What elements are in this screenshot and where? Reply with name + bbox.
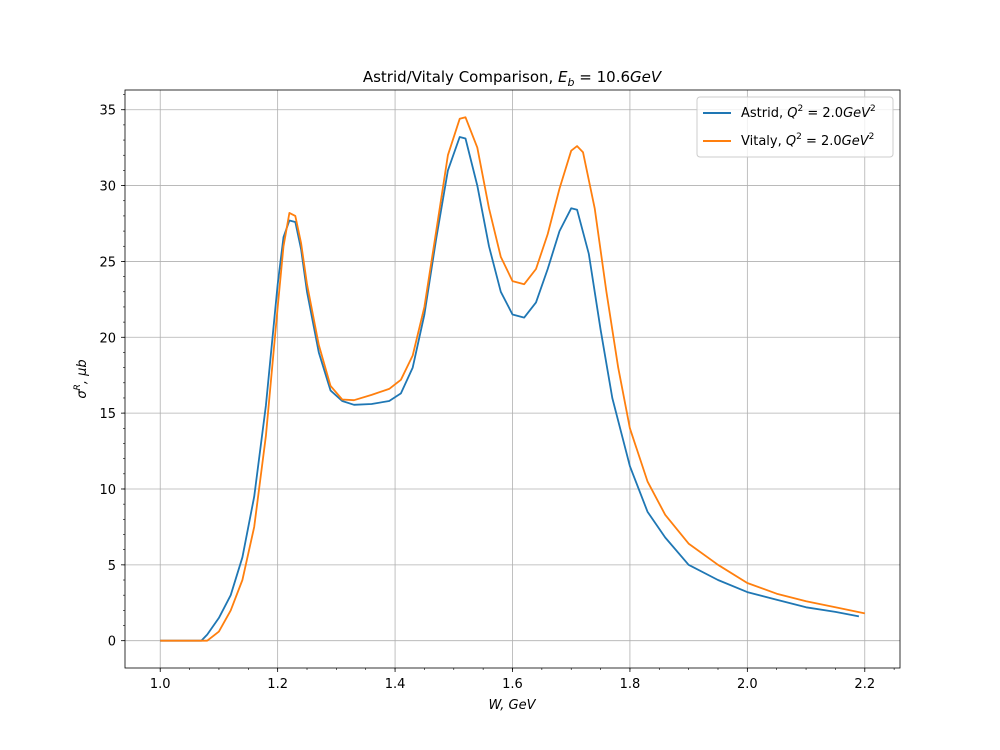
x-tick-label: 1.2	[267, 677, 288, 692]
grid-lines	[125, 90, 900, 668]
series-lines	[160, 116, 865, 642]
y-tick-label: 15	[99, 407, 116, 422]
legend-label-vitaly: Vitaly, Q2 = 2.0GeV2	[741, 132, 874, 149]
y-tick-label: 25	[99, 255, 116, 270]
series-line-1	[160, 116, 865, 642]
y-tick-label: 30	[99, 180, 116, 195]
chart-title: Astrid/Vitaly Comparison, Eb = 10.6GeV	[363, 68, 663, 89]
x-tick-label: 1.6	[502, 677, 523, 692]
legend-label-astrid: Astrid, Q2 = 2.0GeV2	[741, 104, 876, 121]
x-axis-label: W, GeV	[488, 698, 536, 713]
y-tick-label: 0	[108, 635, 116, 650]
x-tick-label: 2.2	[854, 677, 875, 692]
series-line-0	[160, 136, 860, 642]
y-tick-label: 20	[99, 331, 116, 346]
y-axis-label: σR, μb	[73, 359, 90, 398]
x-tick-label: 2.0	[737, 677, 758, 692]
x-tick-label: 1.0	[150, 677, 171, 692]
x-tick-label: 1.8	[620, 677, 641, 692]
y-tick-label: 5	[108, 559, 116, 574]
legend: Astrid, Q2 = 2.0GeV2 Vitaly, Q2 = 2.0GeV…	[696, 96, 894, 158]
axis-ticks: 1.0 1.2 1.4 1.6 1.8 2.0 2.2 0 5 10 15 20 25 30 35	[99, 94, 895, 692]
y-tick-label: 10	[99, 483, 116, 498]
x-tick-label: 1.4	[385, 677, 406, 692]
y-tick-label: 35	[99, 104, 116, 119]
plot-frame	[124, 89, 901, 669]
legend-box	[696, 96, 894, 158]
